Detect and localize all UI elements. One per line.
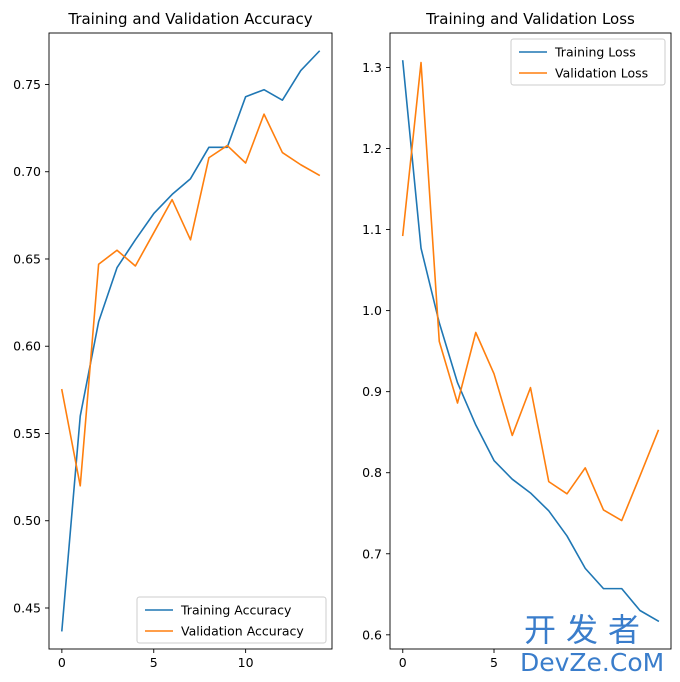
validation-loss-line — [401, 61, 660, 522]
y-tick-label: 1.2 — [362, 141, 382, 156]
training-accuracy-line — [60, 50, 321, 632]
x-tick-label: 0 — [58, 655, 66, 670]
y-tick-label: 0.50 — [13, 513, 41, 528]
y-tick-label: 0.65 — [13, 251, 41, 266]
x-tick-label: 5 — [150, 655, 158, 670]
chart-title: Training and Validation Loss — [425, 10, 635, 28]
y-tick-label: 1.3 — [362, 60, 382, 75]
loss-chart: Training and Validation Loss 0.6 0.7 0.8 0.9… — [362, 10, 672, 670]
legend-label-training-accuracy: Training Accuracy — [180, 603, 292, 618]
y-tick-label: 0.75 — [13, 77, 41, 92]
y-tick-label: 1.0 — [362, 303, 382, 318]
legend-box — [136, 596, 327, 644]
plot-area-frame — [389, 32, 672, 650]
legend: Training Loss Validation Loss — [510, 38, 666, 86]
plot-area-frame — [48, 32, 333, 650]
validation-accuracy-line — [60, 113, 321, 487]
y-tick-label: 0.70 — [13, 164, 41, 179]
y-tick-label: 0.45 — [13, 600, 41, 615]
chart-title: Training and Validation Accuracy — [67, 10, 312, 28]
accuracy-chart: Training and Validation Accuracy 0.45 0.50… — [13, 10, 333, 670]
x-tick-label: 10 — [238, 655, 254, 670]
legend-box — [510, 38, 666, 86]
training-loss-line — [401, 60, 660, 623]
y-tick-label: 0.6 — [362, 627, 382, 642]
y-tick-label: 0.60 — [13, 339, 41, 354]
legend-label-training-loss: Training Loss — [554, 45, 636, 60]
y-tick-label: 1.1 — [362, 222, 382, 237]
y-tick-label: 0.9 — [362, 384, 382, 399]
x-tick-label: 0 — [399, 655, 407, 670]
x-tick-label: 5 — [490, 655, 498, 670]
legend: Training Accuracy Validation Accuracy — [136, 596, 327, 644]
y-tick-label: 0.55 — [13, 426, 41, 441]
legend-label-validation-loss: Validation Loss — [555, 66, 648, 81]
y-tick-label: 0.7 — [362, 546, 382, 561]
legend-label-validation-accuracy: Validation Accuracy — [181, 624, 304, 639]
y-tick-label: 0.8 — [362, 465, 382, 480]
